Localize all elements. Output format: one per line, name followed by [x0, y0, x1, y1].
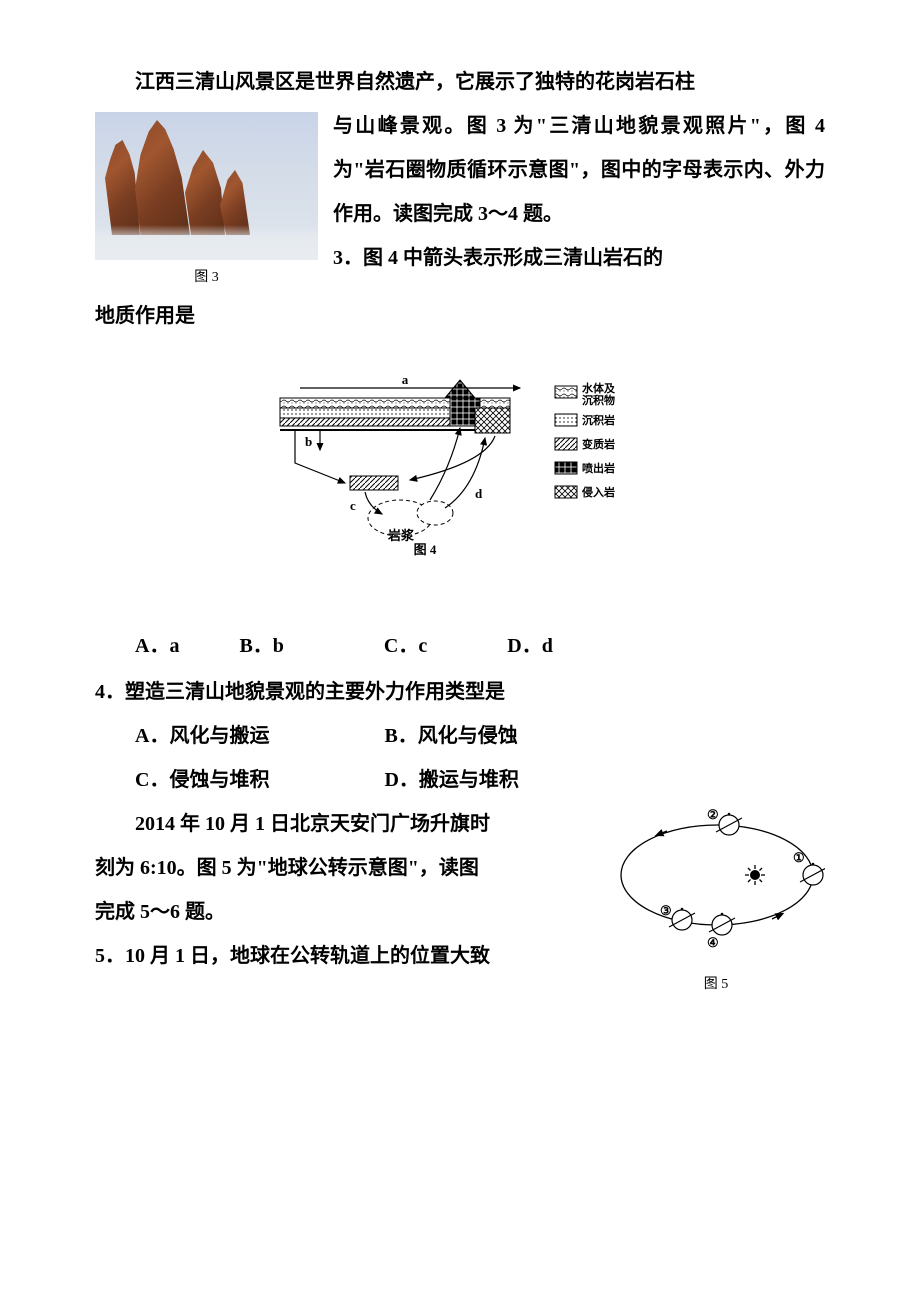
intro-section: 江西三清山风景区是世界自然遗产，它展示了独特的花岗岩石柱 图 3 与山峰景观。图…	[95, 60, 825, 294]
earth-pos-4	[709, 912, 735, 934]
label-d: d	[475, 486, 483, 501]
svg-text:水体及: 水体及	[582, 381, 616, 395]
q3-option-c: C．c	[384, 635, 427, 657]
earth-pos-1	[800, 862, 825, 884]
pos1-label: ①	[793, 850, 805, 865]
q4-options-row1: A．风化与搬运 B．风化与侵蚀	[95, 714, 825, 758]
figure3-caption: 图 3	[95, 263, 318, 294]
q4-options-row2: C．侵蚀与堆积 D．搬运与堆积	[95, 758, 825, 802]
magma-label: 岩浆	[387, 528, 415, 543]
svg-text:沉积岩: 沉积岩	[582, 413, 615, 427]
pos2-label: ②	[707, 807, 719, 822]
earth-pos-3	[669, 907, 695, 929]
figure4-caption-svg: 图 4	[414, 542, 437, 557]
q3-stem-part2: 地质作用是	[95, 294, 825, 338]
figure5-diagram: ① ② ③ ④	[607, 807, 825, 952]
section5: ① ② ③ ④	[95, 802, 825, 1001]
q3-option-a: A．a	[135, 635, 179, 657]
figure4-legend: 水体及 沉积物 沉积岩 变质岩 喷出岩 侵入岩	[555, 381, 616, 499]
q4-option-d: D．搬运与堆积	[384, 769, 518, 791]
intro-line1: 江西三清山风景区是世界自然遗产，它展示了独特的花岗岩石柱	[95, 60, 825, 104]
q3-option-b: B．b	[239, 635, 283, 657]
q4-option-b: B．风化与侵蚀	[384, 725, 517, 747]
label-c: c	[350, 498, 356, 513]
q4-option-c: C．侵蚀与堆积	[135, 769, 269, 791]
pos4-label: ④	[707, 935, 719, 950]
svg-text:侵入岩: 侵入岩	[581, 485, 615, 499]
svg-text:沉积物: 沉积物	[582, 393, 615, 407]
figure5-block: ① ② ③ ④	[607, 807, 825, 1001]
figure4-diagram: a b 岩浆 c d	[250, 368, 670, 574]
earth-pos-2	[716, 812, 742, 834]
figure5-caption: 图 5	[607, 970, 825, 1001]
q4-option-a: A．风化与搬运	[135, 725, 269, 747]
figure3-photo	[95, 112, 318, 260]
figure4-container: a b 岩浆 c d	[95, 368, 825, 574]
sun-icon	[745, 865, 765, 885]
q4-stem: 4．塑造三清山地貌景观的主要外力作用类型是	[95, 670, 825, 714]
q3-options: A．a B．b C．c D．d	[95, 624, 825, 668]
svg-text:变质岩: 变质岩	[582, 437, 615, 451]
label-b: b	[305, 434, 312, 449]
q3-option-d: D．d	[507, 635, 553, 657]
label-a: a	[402, 372, 409, 387]
svg-text:喷出岩: 喷出岩	[582, 461, 615, 475]
pos3-label: ③	[660, 903, 672, 918]
figure3-block: 图 3	[95, 112, 318, 294]
